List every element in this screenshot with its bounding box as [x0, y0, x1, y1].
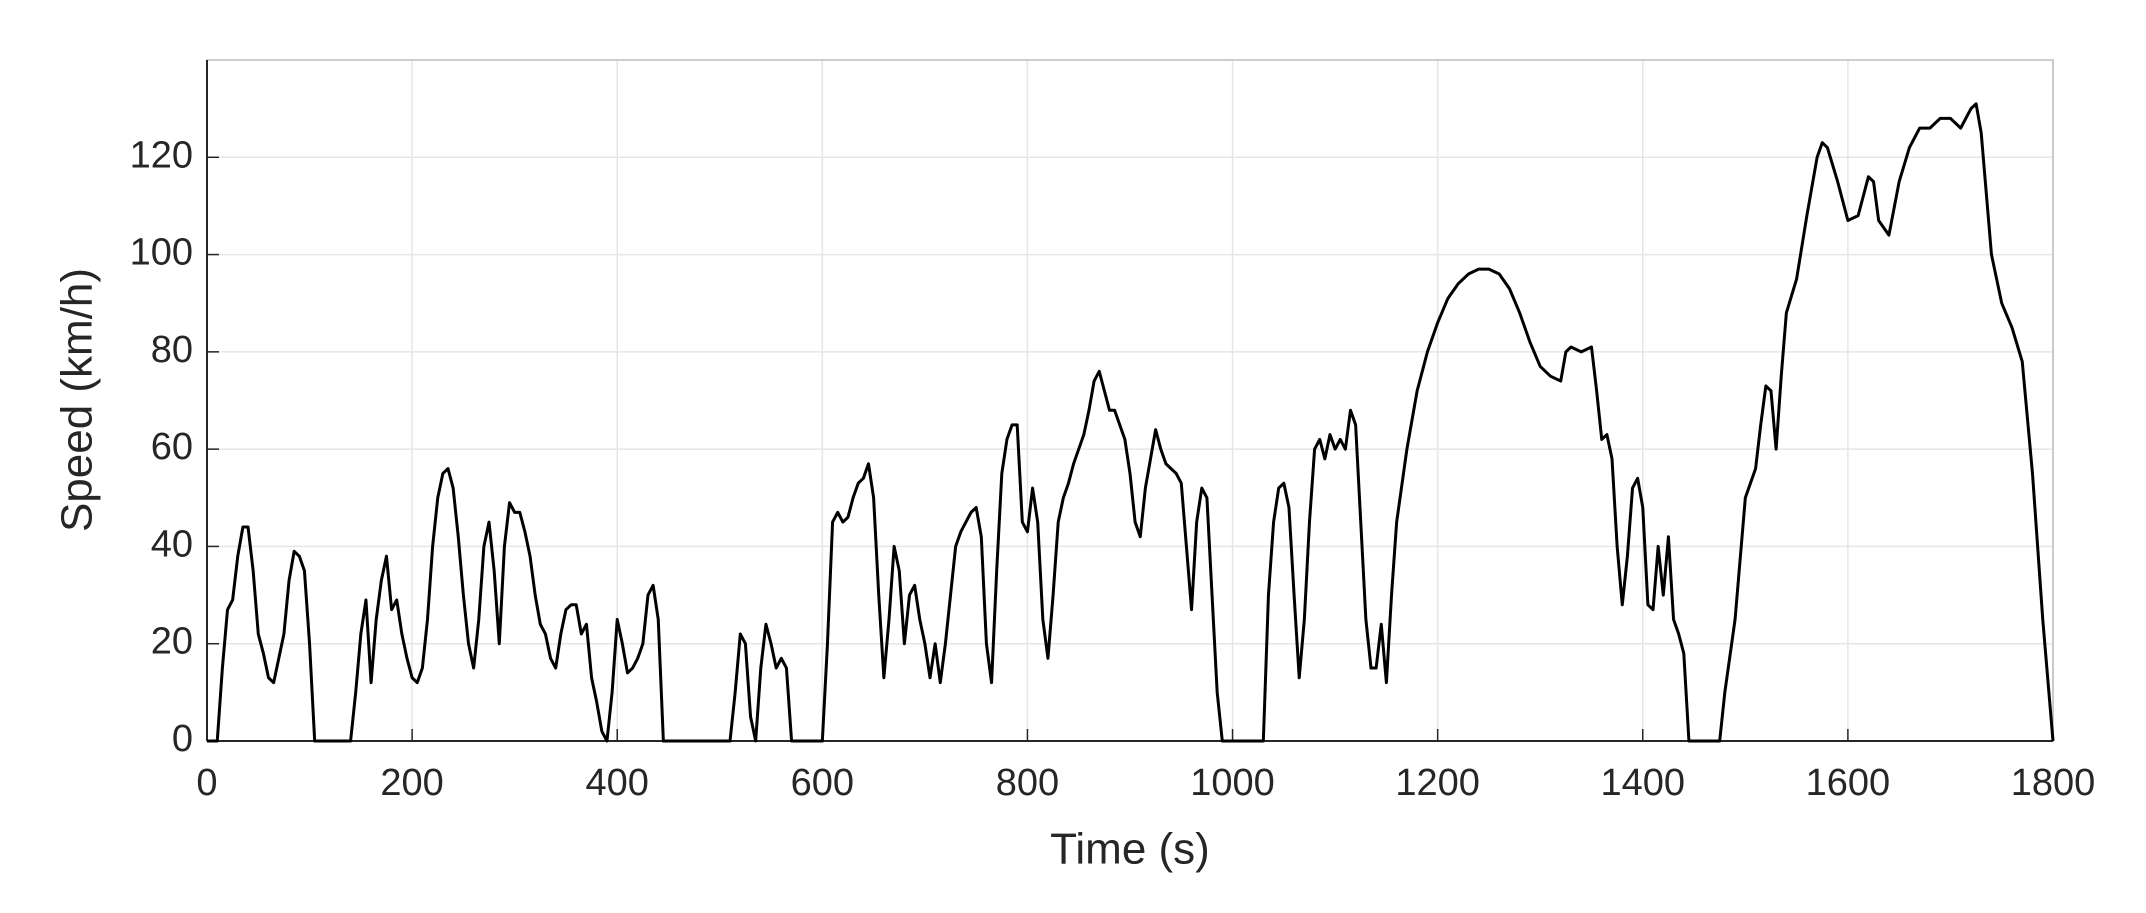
y-tick-label: 40: [151, 523, 193, 565]
x-tick-label: 400: [586, 762, 649, 804]
y-tick-label: 80: [151, 329, 193, 371]
x-tick-label: 600: [791, 762, 854, 804]
y-tick-label: 0: [172, 718, 193, 760]
x-tick-label: 0: [196, 762, 217, 804]
y-tick-label: 20: [151, 621, 193, 663]
y-tick-label: 100: [130, 232, 193, 274]
y-tick-label: 120: [130, 134, 193, 176]
x-tick-label: 200: [380, 762, 443, 804]
y-tick-label: 60: [151, 426, 193, 468]
x-axis-label: Time (s): [1050, 825, 1210, 874]
x-tick-label: 1600: [1806, 762, 1891, 804]
x-tick-label: 1800: [2011, 762, 2096, 804]
x-tick-label: 800: [996, 762, 1059, 804]
speed-line: [207, 102, 2055, 743]
x-tick-label: 1400: [1601, 762, 1686, 804]
x-tick-label: 1200: [1395, 762, 1480, 804]
x-tick-label: 1000: [1190, 762, 1275, 804]
plot-frame: [206, 59, 2054, 742]
y-axis-label: Speed (km/h): [53, 268, 102, 532]
